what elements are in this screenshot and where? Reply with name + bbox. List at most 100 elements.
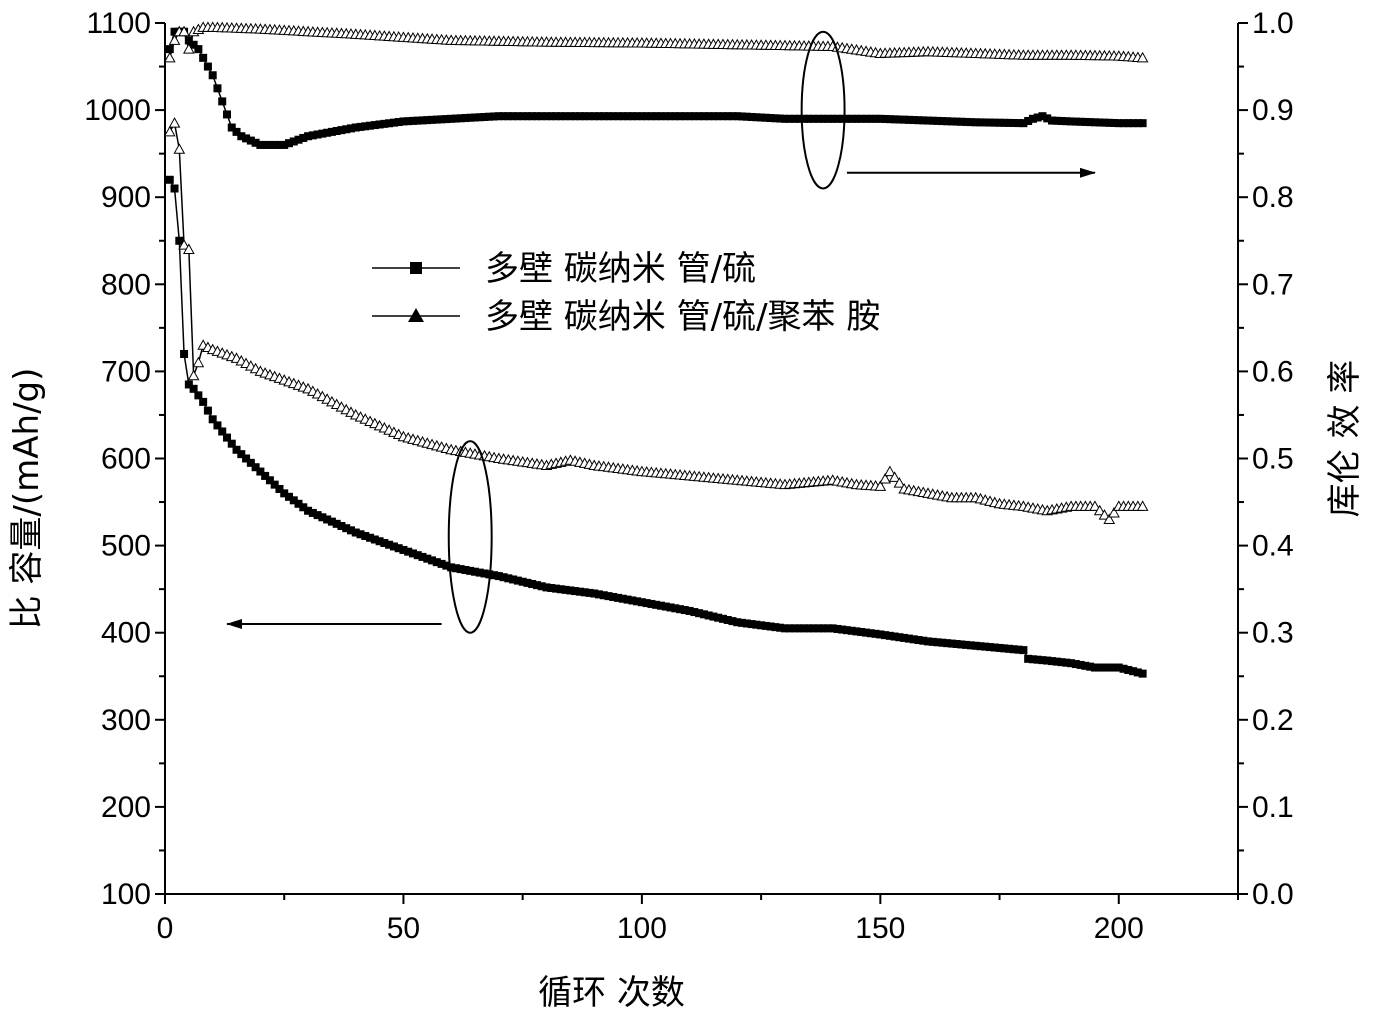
series-3: [163, 21, 1149, 63]
y-right-tick-label: 0.1: [1252, 791, 1294, 824]
data-point: [790, 624, 799, 633]
data-point: [1048, 657, 1057, 666]
data-point: [1052, 116, 1061, 125]
data-point: [1038, 112, 1047, 121]
data-point: [342, 125, 351, 134]
data-point: [475, 113, 484, 122]
data-point: [881, 631, 890, 640]
data-point: [909, 635, 918, 644]
data-point: [1100, 118, 1109, 127]
data-point: [594, 590, 603, 599]
data-point: [337, 522, 346, 531]
y-right-tick-label: 0.9: [1252, 94, 1294, 127]
x-tick-label: 200: [1094, 912, 1144, 945]
data-point: [173, 143, 186, 154]
data-point: [800, 624, 809, 633]
data-point: [256, 140, 265, 149]
data-point: [738, 618, 747, 627]
data-point: [222, 433, 231, 442]
data-point: [418, 116, 427, 125]
data-point: [275, 484, 284, 493]
data-point: [695, 609, 704, 618]
data-point: [952, 117, 961, 126]
data-point: [919, 116, 928, 125]
data-point: [752, 113, 761, 122]
data-point: [284, 139, 293, 148]
data-point: [163, 125, 176, 137]
data-point: [547, 112, 556, 121]
data-point: [656, 112, 665, 121]
data-point: [695, 112, 704, 121]
data-point: [323, 128, 332, 137]
data-point: [580, 588, 589, 597]
data-point: [332, 519, 341, 528]
y-left-tick-label: 400: [101, 617, 151, 650]
y-left-tick-label: 1100: [86, 7, 151, 40]
data-point: [847, 114, 856, 123]
data-point: [828, 114, 837, 123]
data-point: [1000, 644, 1009, 653]
data-point: [890, 632, 899, 641]
data-point: [704, 611, 713, 620]
data-point: [222, 110, 231, 119]
data-point: [299, 503, 308, 512]
data-point: [585, 112, 594, 121]
data-point: [413, 551, 422, 560]
data-point: [986, 643, 995, 652]
data-point: [893, 477, 906, 488]
data-point: [556, 585, 565, 594]
data-point: [690, 608, 699, 617]
data-point: [1124, 119, 1133, 128]
data-point: [566, 112, 575, 121]
data-point: [351, 528, 360, 537]
data-point: [1105, 118, 1114, 127]
data-point: [800, 114, 809, 123]
data-point: [761, 113, 770, 122]
data-point: [809, 114, 818, 123]
data-point: [728, 617, 737, 626]
y-right-tick-label: 0.0: [1252, 878, 1294, 911]
data-point: [1009, 645, 1018, 654]
data-point: [380, 119, 389, 128]
data-point: [904, 115, 913, 124]
data-point: [370, 121, 379, 130]
data-point: [189, 384, 198, 393]
data-point: [909, 116, 918, 125]
data-point: [962, 640, 971, 649]
data-point: [1009, 118, 1018, 127]
data-point: [1019, 646, 1028, 655]
data-point: [227, 123, 236, 132]
data-point: [852, 114, 861, 123]
data-point: [1114, 663, 1123, 672]
data-point: [504, 112, 513, 121]
data-point: [1071, 660, 1080, 669]
y-right-tick-label: 0.5: [1252, 443, 1294, 476]
data-point: [289, 496, 298, 505]
data-point: [294, 135, 303, 144]
data-point: [628, 596, 637, 605]
data-point: [575, 112, 584, 121]
data-point: [614, 593, 623, 602]
data-point: [718, 614, 727, 623]
data-point: [804, 114, 813, 123]
data-point: [966, 641, 975, 650]
data-point: [637, 598, 646, 607]
data-point: [528, 580, 537, 589]
data-point: [556, 112, 565, 121]
data-point: [1089, 500, 1101, 511]
data-point: [552, 112, 561, 121]
data-point: [881, 114, 890, 123]
series-1: [163, 117, 1149, 524]
data-point: [685, 606, 694, 615]
data-point: [265, 140, 274, 149]
data-point: [580, 112, 589, 121]
data-point: [733, 618, 742, 627]
data-point: [866, 629, 875, 638]
data-point: [256, 467, 265, 476]
data-point: [532, 112, 541, 121]
data-point: [261, 471, 270, 480]
data-point: [599, 112, 608, 121]
data-point: [990, 643, 999, 652]
data-point: [261, 140, 270, 149]
data-point: [709, 612, 718, 621]
